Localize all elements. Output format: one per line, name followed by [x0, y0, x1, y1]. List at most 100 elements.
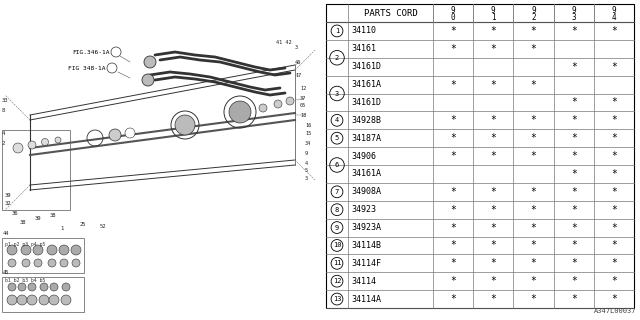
Circle shape — [286, 97, 294, 105]
Text: *: * — [611, 223, 617, 233]
Circle shape — [48, 259, 56, 267]
Text: *: * — [571, 205, 577, 215]
Text: 15: 15 — [305, 131, 311, 135]
Text: *: * — [490, 151, 496, 161]
Circle shape — [18, 283, 26, 291]
Text: 34161A: 34161A — [351, 80, 381, 89]
Text: *: * — [611, 240, 617, 251]
Text: *: * — [611, 115, 617, 125]
Text: *: * — [571, 97, 577, 108]
Circle shape — [27, 295, 37, 305]
Text: 3: 3 — [572, 12, 576, 21]
Text: 9: 9 — [491, 5, 495, 14]
Circle shape — [13, 143, 23, 153]
Text: *: * — [571, 115, 577, 125]
Text: *: * — [571, 276, 577, 286]
Text: *: * — [490, 205, 496, 215]
Text: 3: 3 — [335, 91, 339, 97]
Text: *: * — [531, 294, 536, 304]
Text: *: * — [531, 187, 536, 197]
Text: 4: 4 — [335, 117, 339, 123]
Text: *: * — [531, 80, 536, 90]
Text: *: * — [571, 169, 577, 179]
Text: 0: 0 — [451, 12, 456, 21]
Circle shape — [274, 100, 282, 108]
Circle shape — [8, 259, 16, 267]
Text: b1 b2 b3 b4 b5: b1 b2 b3 b4 b5 — [5, 277, 45, 283]
Text: *: * — [490, 258, 496, 268]
Text: 34923A: 34923A — [351, 223, 381, 232]
Circle shape — [61, 295, 71, 305]
Text: *: * — [611, 26, 617, 36]
Text: 39: 39 — [35, 215, 42, 220]
Circle shape — [34, 259, 42, 267]
Circle shape — [21, 245, 31, 255]
Text: *: * — [450, 240, 456, 251]
Text: 17: 17 — [295, 73, 301, 77]
Circle shape — [28, 283, 36, 291]
Text: *: * — [531, 133, 536, 143]
Text: 9: 9 — [451, 5, 456, 14]
Text: *: * — [611, 187, 617, 197]
Circle shape — [39, 295, 49, 305]
Text: *: * — [450, 187, 456, 197]
Bar — [326, 4, 634, 308]
Text: *: * — [531, 26, 536, 36]
Text: *: * — [490, 187, 496, 197]
Text: 10: 10 — [333, 243, 341, 248]
Circle shape — [109, 129, 121, 141]
Circle shape — [144, 56, 156, 68]
Text: 18: 18 — [300, 113, 307, 117]
Text: *: * — [450, 294, 456, 304]
Text: 3: 3 — [295, 44, 298, 50]
Text: *: * — [490, 276, 496, 286]
Text: 3: 3 — [305, 175, 308, 180]
Text: 34906: 34906 — [351, 152, 376, 161]
Text: *: * — [450, 151, 456, 161]
Text: 44: 44 — [3, 231, 10, 236]
Text: *: * — [450, 26, 456, 36]
Text: FIG 348-1A: FIG 348-1A — [68, 66, 106, 70]
Text: *: * — [450, 205, 456, 215]
Text: 34187A: 34187A — [351, 134, 381, 143]
Text: *: * — [450, 276, 456, 286]
Text: 5: 5 — [305, 167, 308, 172]
Text: *: * — [571, 258, 577, 268]
Text: *: * — [490, 240, 496, 251]
Circle shape — [55, 137, 61, 143]
Text: 25: 25 — [80, 221, 86, 227]
Text: p1 p2 p3 p4 p5: p1 p2 p3 p4 p5 — [5, 242, 45, 246]
Text: *: * — [611, 151, 617, 161]
Text: *: * — [571, 187, 577, 197]
Text: *: * — [571, 26, 577, 36]
Circle shape — [8, 283, 16, 291]
Text: 9: 9 — [335, 225, 339, 231]
Circle shape — [71, 245, 81, 255]
Text: *: * — [490, 26, 496, 36]
Text: 12: 12 — [300, 85, 307, 91]
Circle shape — [22, 259, 30, 267]
Text: *: * — [531, 223, 536, 233]
Circle shape — [40, 283, 48, 291]
Text: *: * — [611, 169, 617, 179]
Text: *: * — [611, 294, 617, 304]
Text: 5: 5 — [335, 135, 339, 141]
Text: *: * — [450, 115, 456, 125]
Circle shape — [59, 245, 69, 255]
Text: 1: 1 — [491, 12, 495, 21]
Text: 05: 05 — [300, 102, 307, 108]
Text: *: * — [611, 133, 617, 143]
Text: 38: 38 — [20, 220, 26, 225]
Text: *: * — [531, 151, 536, 161]
Circle shape — [175, 115, 195, 135]
Text: 39: 39 — [5, 193, 12, 197]
Text: 38: 38 — [50, 212, 56, 218]
Text: 45: 45 — [3, 270, 10, 275]
Circle shape — [7, 245, 17, 255]
Text: *: * — [490, 133, 496, 143]
Text: *: * — [571, 223, 577, 233]
Circle shape — [49, 295, 59, 305]
Text: 9: 9 — [612, 5, 616, 14]
Text: *: * — [611, 205, 617, 215]
Text: 34114: 34114 — [351, 277, 376, 286]
